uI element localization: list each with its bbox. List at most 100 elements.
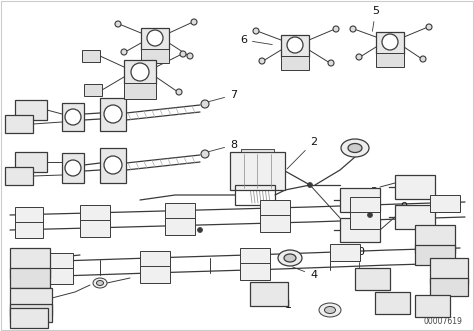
- FancyBboxPatch shape: [420, 241, 448, 257]
- Circle shape: [356, 54, 362, 60]
- Circle shape: [180, 51, 186, 57]
- Ellipse shape: [284, 254, 296, 262]
- Circle shape: [328, 60, 334, 66]
- FancyBboxPatch shape: [124, 60, 156, 84]
- FancyBboxPatch shape: [260, 200, 290, 216]
- FancyBboxPatch shape: [100, 98, 126, 131]
- FancyBboxPatch shape: [10, 308, 48, 328]
- FancyBboxPatch shape: [5, 115, 33, 133]
- Ellipse shape: [93, 278, 107, 288]
- FancyBboxPatch shape: [430, 278, 468, 296]
- FancyBboxPatch shape: [430, 195, 460, 212]
- Circle shape: [420, 56, 426, 62]
- Text: 00007619: 00007619: [423, 317, 462, 326]
- FancyBboxPatch shape: [281, 35, 309, 57]
- FancyBboxPatch shape: [350, 197, 380, 213]
- Text: 1: 1: [272, 295, 292, 310]
- FancyBboxPatch shape: [395, 175, 435, 199]
- FancyBboxPatch shape: [15, 207, 43, 223]
- FancyBboxPatch shape: [415, 225, 455, 253]
- FancyBboxPatch shape: [80, 205, 110, 221]
- FancyBboxPatch shape: [45, 268, 73, 284]
- FancyBboxPatch shape: [240, 248, 270, 264]
- Circle shape: [104, 105, 122, 123]
- Circle shape: [201, 100, 209, 108]
- Circle shape: [253, 28, 259, 34]
- FancyBboxPatch shape: [15, 152, 47, 172]
- FancyBboxPatch shape: [415, 295, 450, 317]
- FancyBboxPatch shape: [330, 244, 360, 260]
- Circle shape: [350, 26, 356, 32]
- FancyBboxPatch shape: [10, 304, 52, 322]
- Text: 6: 6: [240, 35, 272, 45]
- Text: 4: 4: [292, 267, 317, 280]
- Circle shape: [187, 53, 193, 59]
- Circle shape: [121, 49, 127, 55]
- Ellipse shape: [348, 144, 362, 153]
- Text: 10: 10: [352, 247, 366, 276]
- FancyBboxPatch shape: [240, 262, 270, 279]
- FancyBboxPatch shape: [100, 148, 126, 183]
- FancyBboxPatch shape: [80, 219, 110, 237]
- FancyBboxPatch shape: [395, 205, 435, 229]
- FancyBboxPatch shape: [375, 292, 410, 314]
- FancyBboxPatch shape: [140, 251, 170, 267]
- Circle shape: [131, 63, 149, 81]
- FancyBboxPatch shape: [415, 245, 455, 265]
- Circle shape: [65, 109, 81, 125]
- Circle shape: [176, 89, 182, 95]
- FancyBboxPatch shape: [281, 56, 309, 70]
- Circle shape: [333, 26, 339, 32]
- FancyBboxPatch shape: [250, 282, 288, 306]
- FancyBboxPatch shape: [141, 49, 169, 63]
- FancyBboxPatch shape: [340, 218, 380, 242]
- Circle shape: [65, 160, 81, 176]
- Circle shape: [287, 37, 303, 53]
- FancyBboxPatch shape: [376, 32, 404, 54]
- Text: 7: 7: [203, 90, 237, 103]
- Ellipse shape: [278, 250, 302, 266]
- FancyBboxPatch shape: [355, 268, 390, 290]
- Text: 8: 8: [203, 140, 237, 153]
- FancyBboxPatch shape: [5, 167, 33, 185]
- FancyBboxPatch shape: [141, 28, 169, 50]
- FancyBboxPatch shape: [10, 248, 50, 278]
- FancyBboxPatch shape: [350, 212, 380, 228]
- Circle shape: [191, 19, 197, 25]
- FancyBboxPatch shape: [62, 153, 84, 183]
- FancyBboxPatch shape: [376, 53, 404, 67]
- Ellipse shape: [325, 307, 336, 313]
- Circle shape: [426, 24, 432, 30]
- FancyBboxPatch shape: [241, 149, 274, 152]
- FancyBboxPatch shape: [165, 203, 195, 219]
- FancyBboxPatch shape: [260, 214, 290, 231]
- FancyBboxPatch shape: [124, 83, 156, 99]
- Ellipse shape: [97, 280, 103, 286]
- FancyBboxPatch shape: [15, 100, 47, 120]
- Ellipse shape: [341, 139, 369, 157]
- FancyBboxPatch shape: [82, 50, 100, 62]
- FancyBboxPatch shape: [230, 152, 285, 190]
- Circle shape: [115, 21, 121, 27]
- FancyBboxPatch shape: [45, 253, 73, 269]
- FancyBboxPatch shape: [15, 222, 43, 238]
- FancyBboxPatch shape: [430, 258, 468, 284]
- FancyBboxPatch shape: [84, 84, 102, 96]
- FancyBboxPatch shape: [165, 217, 195, 234]
- Circle shape: [382, 34, 398, 50]
- Text: 3: 3: [343, 187, 377, 199]
- Circle shape: [104, 156, 122, 174]
- Text: 5: 5: [372, 6, 379, 31]
- Circle shape: [308, 182, 312, 187]
- FancyBboxPatch shape: [62, 103, 84, 131]
- FancyBboxPatch shape: [340, 188, 380, 212]
- Circle shape: [259, 58, 265, 64]
- Circle shape: [198, 227, 202, 232]
- Ellipse shape: [319, 303, 341, 317]
- FancyBboxPatch shape: [10, 268, 50, 288]
- Text: 2: 2: [287, 137, 317, 169]
- Text: 9: 9: [400, 202, 419, 237]
- FancyBboxPatch shape: [10, 288, 52, 316]
- Circle shape: [147, 30, 163, 46]
- Circle shape: [367, 213, 373, 217]
